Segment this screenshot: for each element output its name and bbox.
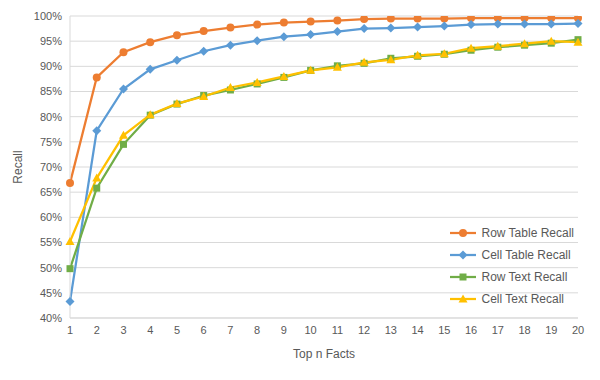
html-text:Row Text Recall: Row Text Recall (481, 270, 568, 284)
svg-text:Top n Facts: Top n Facts (293, 347, 355, 361)
svg-text:100%: 100% (34, 10, 62, 22)
svg-text:8: 8 (254, 324, 260, 336)
svg-text:16: 16 (465, 324, 477, 336)
svg-text:19: 19 (545, 324, 557, 336)
svg-text:6: 6 (201, 324, 207, 336)
svg-text:60%: 60% (40, 211, 62, 223)
svg-text:17: 17 (492, 324, 504, 336)
svg-text:90%: 90% (40, 60, 62, 72)
svg-text:11: 11 (332, 324, 343, 336)
svg-text:20: 20 (572, 324, 584, 336)
html-text:Row Table Recall: Row Table Recall (481, 226, 574, 240)
svg-text:75%: 75% (40, 136, 62, 148)
svg-text:Recall: Recall (11, 150, 25, 183)
svg-text:5: 5 (174, 324, 180, 336)
svg-text:50%: 50% (40, 262, 62, 274)
svg-text:4: 4 (147, 324, 153, 336)
svg-text:2: 2 (94, 324, 100, 336)
svg-text:12: 12 (358, 324, 370, 336)
svg-text:40%: 40% (40, 312, 62, 324)
svg-text:14: 14 (411, 324, 423, 336)
html-text:Cell Table Recall: Cell Table Recall (481, 248, 571, 262)
svg-text:3: 3 (120, 324, 126, 336)
svg-text:85%: 85% (40, 85, 62, 97)
svg-text:95%: 95% (40, 35, 62, 47)
svg-text:7: 7 (227, 324, 233, 336)
svg-text:1: 1 (67, 324, 73, 336)
svg-text:65%: 65% (40, 186, 62, 198)
svg-text:13: 13 (385, 324, 397, 336)
svg-text:70%: 70% (40, 161, 62, 173)
svg-text:45%: 45% (40, 287, 62, 299)
svg-text:9: 9 (281, 324, 287, 336)
svg-text:55%: 55% (40, 236, 62, 248)
html-text:Cell Text Recall: Cell Text Recall (481, 292, 564, 306)
svg-text:80%: 80% (40, 111, 62, 123)
svg-text:18: 18 (518, 324, 530, 336)
svg-text:15: 15 (438, 324, 450, 336)
svg-text:10: 10 (305, 324, 317, 336)
